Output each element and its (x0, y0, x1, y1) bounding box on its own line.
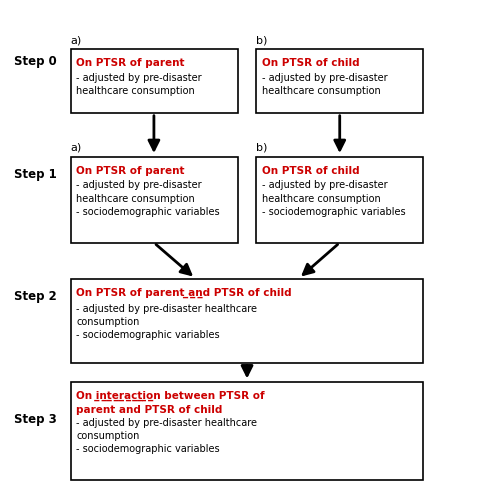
Text: - adjusted by pre-disaster healthcare
consumption
- sociodemographic variables: - adjusted by pre-disaster healthcare co… (76, 418, 257, 455)
Text: On PTSR of parent: On PTSR of parent (76, 166, 185, 175)
Text: - adjusted by pre-disaster
healthcare consumption
- sociodemographic variables: - adjusted by pre-disaster healthcare co… (76, 180, 220, 217)
Text: On PTSR of parent: On PTSR of parent (76, 58, 185, 68)
Bar (71, 49, 238, 113)
Text: - adjusted by pre-disaster
healthcare consumption
- sociodemographic variables: - adjusted by pre-disaster healthcare co… (262, 180, 406, 217)
Text: Step 3: Step 3 (14, 412, 57, 426)
Text: - adjusted by pre-disaster
healthcare consumption: - adjusted by pre-disaster healthcare co… (76, 72, 202, 96)
Text: Step 0: Step 0 (14, 55, 57, 68)
Bar (256, 49, 423, 113)
Text: Step 1: Step 1 (14, 168, 57, 180)
Text: a): a) (71, 35, 82, 45)
Text: b): b) (256, 143, 268, 153)
Bar (256, 157, 423, 242)
Text: On PTSR of parent ̲a̲n̲d PTSR of child: On PTSR of parent ̲a̲n̲d PTSR of child (76, 288, 292, 298)
Text: a): a) (71, 143, 82, 153)
Text: - adjusted by pre-disaster
healthcare consumption: - adjusted by pre-disaster healthcare co… (262, 72, 388, 96)
Bar (71, 382, 423, 480)
Bar (71, 280, 423, 362)
Text: On i̲n̲t̲e̲r̲a̲c̲t̲i̲o̲n between PTSR of
parent and PTSR of child: On i̲n̲t̲e̲r̲a̲c̲t̲i̲o̲n between PTSR of… (76, 391, 265, 414)
Text: On PTSR of child: On PTSR of child (262, 166, 360, 175)
Text: On PTSR of child: On PTSR of child (262, 58, 360, 68)
Text: b): b) (256, 35, 268, 45)
Bar (71, 157, 238, 242)
Text: - adjusted by pre-disaster healthcare
consumption
- sociodemographic variables: - adjusted by pre-disaster healthcare co… (76, 304, 257, 341)
Text: Step 2: Step 2 (14, 290, 57, 303)
